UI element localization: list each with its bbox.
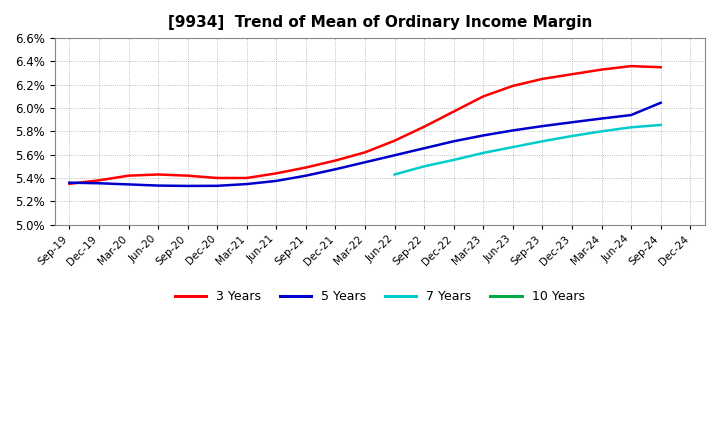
7 Years xyxy=(508,144,517,150)
3 Years xyxy=(627,63,636,69)
3 Years xyxy=(597,67,606,72)
3 Years xyxy=(390,138,399,143)
3 Years xyxy=(567,72,576,77)
5 Years xyxy=(538,124,546,129)
3 Years xyxy=(657,65,665,70)
3 Years xyxy=(479,94,487,99)
3 Years xyxy=(184,173,192,178)
7 Years xyxy=(567,133,576,139)
7 Years xyxy=(479,150,487,156)
5 Years xyxy=(567,120,576,125)
5 Years xyxy=(302,173,310,178)
3 Years xyxy=(272,171,281,176)
5 Years xyxy=(390,153,399,158)
7 Years xyxy=(597,129,606,134)
3 Years xyxy=(154,172,163,177)
5 Years xyxy=(479,133,487,138)
5 Years xyxy=(184,183,192,189)
7 Years xyxy=(657,122,665,128)
3 Years xyxy=(124,173,132,178)
3 Years xyxy=(65,181,73,187)
5 Years xyxy=(243,181,251,187)
Legend: 3 Years, 5 Years, 7 Years, 10 Years: 3 Years, 5 Years, 7 Years, 10 Years xyxy=(170,285,590,308)
5 Years xyxy=(65,180,73,185)
Title: [9934]  Trend of Mean of Ordinary Income Margin: [9934] Trend of Mean of Ordinary Income … xyxy=(168,15,592,30)
3 Years xyxy=(538,76,546,81)
5 Years xyxy=(124,182,132,187)
7 Years xyxy=(420,164,428,169)
5 Years xyxy=(272,178,281,183)
7 Years xyxy=(390,172,399,177)
Line: 7 Years: 7 Years xyxy=(395,125,661,175)
Line: 3 Years: 3 Years xyxy=(69,66,661,184)
3 Years xyxy=(94,178,103,183)
3 Years xyxy=(331,158,340,163)
5 Years xyxy=(361,160,369,165)
5 Years xyxy=(213,183,222,188)
5 Years xyxy=(94,180,103,186)
3 Years xyxy=(243,176,251,181)
3 Years xyxy=(213,176,222,181)
5 Years xyxy=(449,139,458,144)
3 Years xyxy=(508,83,517,88)
5 Years xyxy=(331,167,340,172)
3 Years xyxy=(361,150,369,155)
5 Years xyxy=(154,183,163,188)
7 Years xyxy=(449,157,458,162)
7 Years xyxy=(627,125,636,130)
5 Years xyxy=(597,116,606,121)
7 Years xyxy=(538,139,546,144)
3 Years xyxy=(302,165,310,170)
3 Years xyxy=(449,109,458,114)
Line: 5 Years: 5 Years xyxy=(69,103,661,186)
5 Years xyxy=(420,146,428,151)
3 Years xyxy=(420,124,428,129)
5 Years xyxy=(657,100,665,106)
5 Years xyxy=(627,112,636,117)
5 Years xyxy=(508,128,517,133)
